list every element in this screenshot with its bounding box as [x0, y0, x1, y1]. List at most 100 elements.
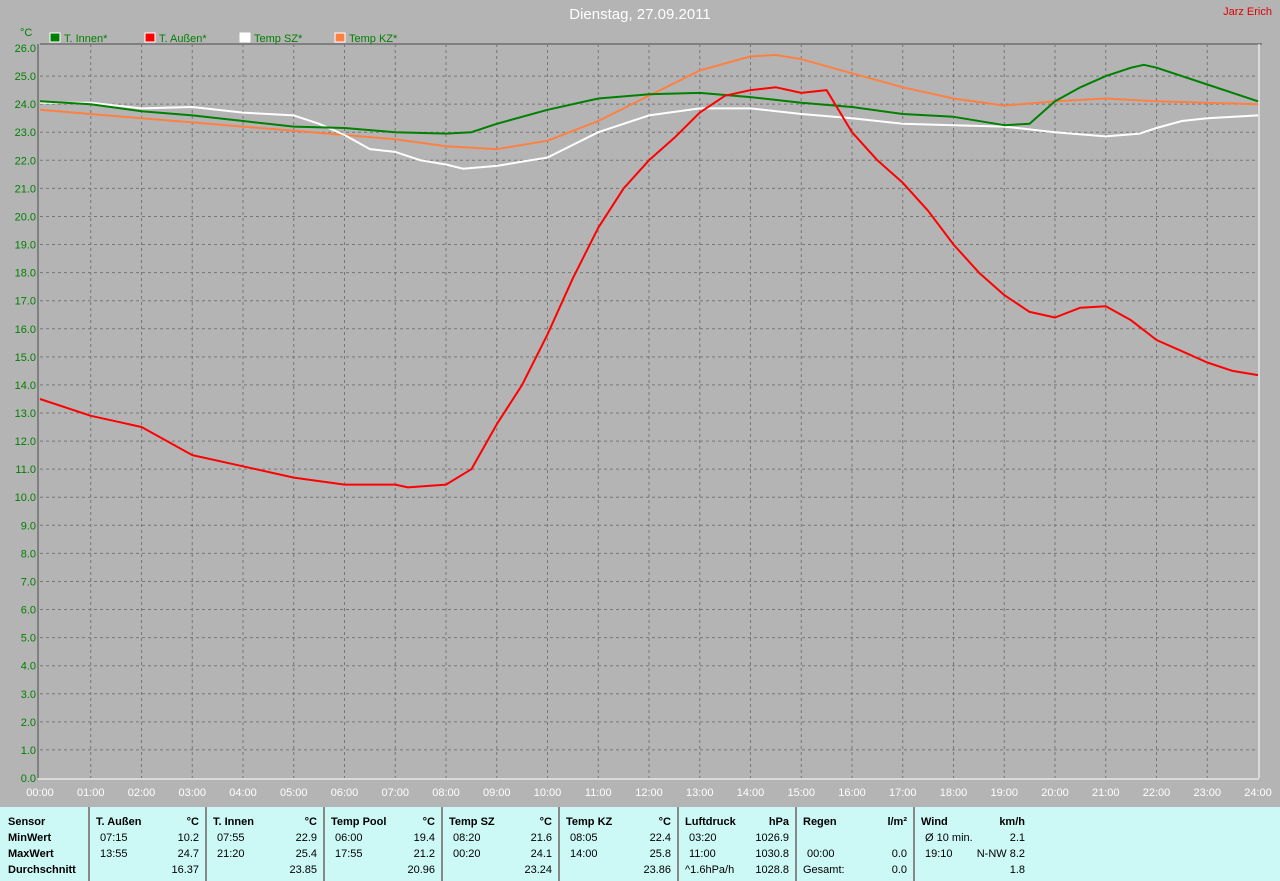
row-label: Durchschnitt — [8, 864, 76, 876]
y-tick-label: 15.0 — [15, 352, 36, 364]
avg-value: 23.24 — [524, 864, 552, 876]
x-tick-label: 10:00 — [534, 787, 562, 799]
series-line-tempsz — [40, 101, 1259, 170]
column-header: Luftdruck — [685, 816, 736, 828]
y-tick-label: 16.0 — [15, 324, 36, 336]
y-axis-unit: °C — [20, 27, 32, 39]
y-tick-label: 22.0 — [15, 155, 36, 167]
legend-swatch-2 — [239, 32, 251, 43]
x-tick-label: 17:00 — [889, 787, 917, 799]
min-time: 03:20 — [689, 832, 717, 844]
row-labels-column: Sensor MinWert MaxWert Durchschnitt — [0, 807, 90, 881]
row-label: MinWert — [8, 832, 52, 844]
x-tick-label: 21:00 — [1092, 787, 1120, 799]
y-tick-label: 8.0 — [21, 548, 36, 560]
y-tick-label: 7.0 — [21, 576, 36, 588]
x-tick-label: 22:00 — [1143, 787, 1171, 799]
x-tick-label: 05:00 — [280, 787, 308, 799]
avg-value: 23.85 — [289, 864, 317, 876]
avg-value: 16.37 — [171, 864, 199, 876]
stats-table: Sensor MinWert MaxWert Durchschnitt T. Außen… — [0, 807, 1280, 881]
avg-value: 0.0 — [891, 864, 907, 876]
y-tick-label: 4.0 — [21, 661, 36, 673]
max-value: 25.4 — [295, 848, 317, 860]
stats-column: Temp Pool °C 06:00 19.4 17:55 21.2 20.96 — [325, 807, 443, 881]
x-tick-label: 13:00 — [686, 787, 714, 799]
author-label: Jarz Erich — [1223, 6, 1272, 18]
y-tick-label: 3.0 — [21, 689, 36, 701]
legend-label: Temp KZ* — [349, 33, 398, 45]
y-tick-label: 6.0 — [21, 605, 36, 617]
x-tick-label: 08:00 — [432, 787, 460, 799]
avg-value: 23.86 — [643, 864, 671, 876]
y-tick-label: 19.0 — [15, 240, 36, 252]
y-tick-label: 26.0 — [15, 43, 36, 55]
max-value: N-NW 8.2 — [976, 848, 1025, 860]
y-tick-label: 12.0 — [15, 436, 36, 448]
x-tick-label: 09:00 — [483, 787, 511, 799]
row-label: Sensor — [8, 816, 46, 828]
column-unit: °C — [658, 816, 671, 828]
max-value: 24.7 — [177, 848, 199, 860]
temperature-chart: 0.0 1.0 2.0 3.0 4.0 5.0 6.0 7.0 8.0 9.0 10.0 11.0 12… — [15, 27, 1272, 799]
y-tick-label: 2.0 — [21, 717, 36, 729]
y-tick-label: 14.0 — [15, 380, 36, 392]
y-tick-label: 23.0 — [15, 127, 36, 139]
column-header: Temp SZ — [449, 816, 495, 828]
legend-label: Temp SZ* — [254, 33, 303, 45]
max-value: 25.8 — [649, 848, 671, 860]
column-header: T. Innen — [213, 816, 254, 828]
y-tick-label: 10.0 — [15, 492, 36, 504]
row-label: MaxWert — [8, 848, 54, 860]
column-header: Temp Pool — [331, 816, 387, 828]
stats-column: Wind km/h Ø 10 min. 2.1 19:10 N-NW 8.2 1.8 — [915, 807, 1031, 881]
stats-column: T. Außen °C 07:15 10.2 13:55 24.7 16.37 — [90, 807, 207, 881]
stats-column: Temp KZ °C 08:05 22.4 14:00 25.8 23.86 — [560, 807, 679, 881]
max-value: 24.1 — [530, 848, 552, 860]
x-tick-label: 15:00 — [787, 787, 815, 799]
column-header: Regen — [803, 816, 837, 828]
y-tick-label: 1.0 — [21, 745, 36, 757]
avg-label: ^1.6hPa/h — [685, 864, 735, 876]
min-value: 1026.9 — [755, 832, 789, 844]
column-header: Wind — [921, 816, 948, 828]
x-tick-label: 01:00 — [77, 787, 105, 799]
x-tick-label: 06:00 — [331, 787, 359, 799]
max-time: 00:00 — [807, 848, 835, 860]
x-tick-label: 02:00 — [128, 787, 156, 799]
min-value: 21.6 — [530, 832, 552, 844]
column-unit: °C — [539, 816, 552, 828]
max-time: 14:00 — [570, 848, 598, 860]
x-tick-label: 19:00 — [990, 787, 1018, 799]
y-tick-label: 5.0 — [21, 633, 36, 645]
min-value: 19.4 — [413, 832, 435, 844]
y-tick-label: 0.0 — [21, 773, 36, 785]
y-tick-label: 18.0 — [15, 268, 36, 280]
column-unit: km/h — [999, 816, 1025, 828]
x-tick-label: 12:00 — [635, 787, 663, 799]
min-value: 10.2 — [177, 832, 199, 844]
avg-value: 1.8 — [1009, 864, 1025, 876]
min-value: 2.1 — [1009, 832, 1025, 844]
y-tick-label: 13.0 — [15, 408, 36, 420]
y-tick-label: 17.0 — [15, 296, 36, 308]
y-tick-label: 25.0 — [15, 71, 36, 83]
max-time: 19:10 — [925, 848, 953, 860]
chart-title: Dienstag, 27.09.2011 — [569, 6, 711, 23]
min-value: 22.9 — [295, 832, 317, 844]
column-unit: l/m² — [887, 816, 907, 828]
max-time: 13:55 — [100, 848, 128, 860]
max-value: 21.2 — [413, 848, 435, 860]
max-value: 1030.8 — [755, 848, 789, 860]
legend-label: T. Innen* — [64, 33, 108, 45]
max-time: 21:20 — [217, 848, 245, 860]
series-line-tauen — [39, 86, 1259, 489]
column-unit: °C — [186, 816, 199, 828]
stats-column: Temp SZ °C 08:20 21.6 00:20 24.1 23.24 — [443, 807, 560, 881]
min-time: 06:00 — [335, 832, 363, 844]
min-time: 08:05 — [570, 832, 598, 844]
min-time: 07:55 — [217, 832, 245, 844]
column-unit: °C — [422, 816, 435, 828]
x-tick-label: 20:00 — [1041, 787, 1069, 799]
legend-swatch-1 — [144, 32, 156, 43]
